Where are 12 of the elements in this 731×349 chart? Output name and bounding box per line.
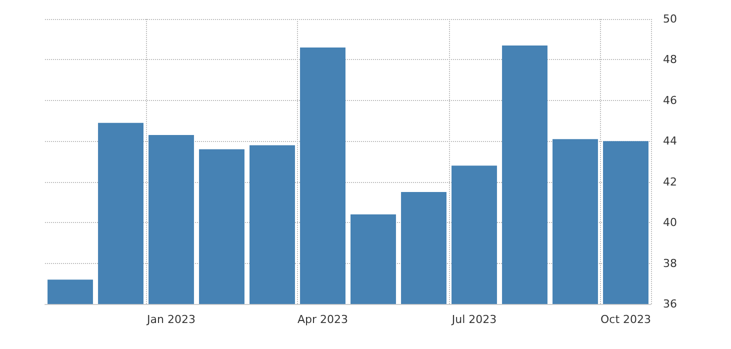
- y-tick-label: 36: [663, 298, 677, 310]
- y-tick-label: 42: [663, 175, 677, 188]
- x-tick-label: Apr 2023: [297, 313, 348, 326]
- y-tick-label: 46: [663, 94, 677, 107]
- y-tick-label: 48: [663, 53, 677, 66]
- y-tick-label: 38: [663, 256, 677, 270]
- x-tick-label: Jan 2023: [146, 313, 196, 326]
- y-tick-label: 50: [663, 12, 677, 26]
- x-tick-label: Jul 2023: [450, 313, 497, 326]
- y-tick-label: 44: [663, 134, 677, 148]
- x-tick-label: Oct 2023: [600, 313, 652, 326]
- y-tick-label: 40: [663, 216, 677, 230]
